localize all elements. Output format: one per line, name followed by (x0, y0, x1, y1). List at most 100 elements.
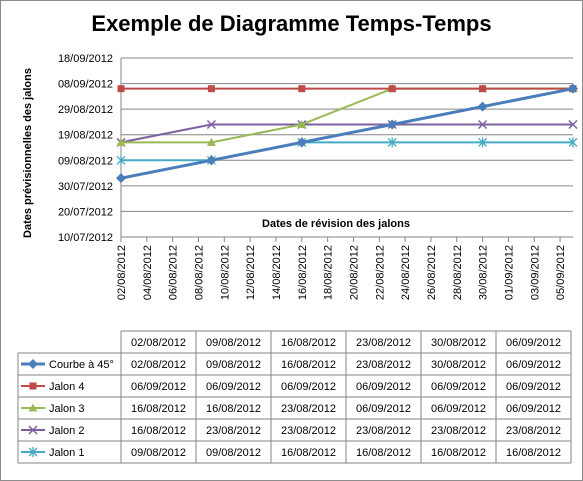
data-point (206, 137, 216, 146)
y-tick-label: 30/07/2012 (58, 181, 113, 193)
legend-symbol (28, 403, 38, 412)
legend-symbol (28, 425, 38, 435)
data-point (568, 83, 578, 94)
legend-label: Jalon 1 (49, 447, 84, 459)
table-cell: 16/08/2012 (281, 359, 336, 371)
table-cell: 16/08/2012 (131, 403, 186, 415)
data-point (297, 119, 307, 128)
data-point (116, 173, 126, 184)
x-tick-label: 30/08/2012 (478, 245, 490, 300)
series-line-jalon-2 (120, 123, 573, 144)
table-cell: 06/09/2012 (506, 381, 561, 393)
table-cell: 06/09/2012 (506, 359, 561, 371)
x-tick-label: 28/08/2012 (452, 245, 464, 300)
table-cell: 16/08/2012 (131, 425, 186, 437)
table-cell: 23/08/2012 (281, 403, 336, 415)
table-cell: 06/09/2012 (431, 403, 486, 415)
table-cell: 16/08/2012 (281, 447, 336, 459)
data-point (388, 85, 396, 93)
table-header-cell: 30/08/2012 (431, 337, 486, 349)
data-point (298, 85, 306, 93)
legend-symbol (28, 359, 38, 369)
x-tick-label: 03/09/2012 (529, 245, 541, 300)
table-cell: 09/08/2012 (206, 447, 261, 459)
data-point (478, 137, 488, 148)
data-point (207, 85, 215, 93)
x-tick-label: 05/09/2012 (555, 245, 567, 300)
table-cell: 09/08/2012 (131, 447, 186, 459)
x-tick-label: 01/09/2012 (503, 245, 515, 300)
table-header-cell: 02/08/2012 (131, 337, 186, 349)
table-cell: 16/08/2012 (506, 447, 561, 459)
legend-label: Jalon 4 (49, 381, 84, 393)
series-markers-jalon-3 (116, 84, 578, 146)
legend-marker (29, 382, 37, 390)
x-tick-label: 16/08/2012 (297, 245, 309, 300)
data-point (477, 101, 488, 112)
data-point (568, 119, 578, 130)
series-line-courbe-45 (120, 87, 574, 180)
data-point (206, 119, 216, 130)
table-header-cell: 09/08/2012 (206, 337, 261, 349)
x-axis-label: Dates de révision des jalons (262, 218, 410, 230)
legend-symbol (29, 382, 37, 390)
x-tick-label: 12/08/2012 (245, 245, 257, 300)
x-tick-label: 18/08/2012 (323, 245, 335, 300)
data-point (206, 155, 217, 166)
y-tick-label: 09/08/2012 (58, 155, 113, 167)
x-tick-label: 20/08/2012 (348, 245, 360, 300)
chart-title: Exemple de Diagramme Temps-Temps (91, 11, 492, 36)
table-cell: 16/08/2012 (431, 447, 486, 459)
table-cell: 02/08/2012 (131, 359, 186, 371)
table-cell: 23/08/2012 (356, 425, 411, 437)
table-cell: 06/09/2012 (206, 381, 261, 393)
y-tick-label: 08/09/2012 (58, 79, 113, 91)
data-point (568, 137, 578, 148)
x-tick-label: 14/08/2012 (271, 245, 283, 300)
x-tick-label: 08/08/2012 (193, 245, 205, 300)
legend-symbol (28, 447, 38, 457)
y-tick-label: 19/08/2012 (58, 130, 113, 142)
table-cell: 23/08/2012 (506, 425, 561, 437)
x-tick-label: 10/08/2012 (219, 245, 231, 300)
table-cell: 23/08/2012 (431, 425, 486, 437)
series-line-jalon-1 (121, 141, 573, 162)
table-cell: 30/08/2012 (431, 359, 486, 371)
x-tick-label: 22/08/2012 (374, 245, 386, 300)
legend-marker (28, 359, 38, 369)
table-header-cell: 23/08/2012 (356, 337, 411, 349)
data-point (478, 119, 488, 130)
x-tick-label: 02/08/2012 (116, 245, 128, 300)
table-cell: 06/09/2012 (431, 381, 486, 393)
table-cell: 23/08/2012 (281, 425, 336, 437)
data-point (479, 85, 487, 93)
data-point (387, 137, 397, 148)
table-cell: 06/09/2012 (131, 381, 186, 393)
table-cell: 06/09/2012 (356, 381, 411, 393)
table-cell: 06/09/2012 (356, 403, 411, 415)
x-tick-label: 26/08/2012 (426, 245, 438, 300)
legend-label: Jalon 3 (49, 403, 84, 415)
data-point (117, 85, 125, 93)
x-tick-label: 04/08/2012 (142, 245, 154, 300)
table-cell: 06/09/2012 (506, 403, 561, 415)
y-tick-label: 18/09/2012 (58, 53, 113, 65)
y-tick-label: 10/07/2012 (58, 232, 113, 244)
table-header-cell: 16/08/2012 (281, 337, 336, 349)
data-point (116, 137, 126, 146)
y-tick-label: 20/07/2012 (58, 206, 113, 218)
table-cell: 16/08/2012 (356, 447, 411, 459)
table-cell: 23/08/2012 (206, 425, 261, 437)
table-cell: 09/08/2012 (206, 359, 261, 371)
table-cell: 06/09/2012 (281, 381, 336, 393)
table-header-cell: 06/09/2012 (506, 337, 561, 349)
y-axis-label: Dates prévisionnelles des jalons (22, 68, 34, 238)
series-markers-courbe-45 (116, 83, 578, 184)
table-cell: 16/08/2012 (206, 403, 261, 415)
data-point (116, 155, 126, 166)
legend-label: Courbe à 45° (49, 359, 114, 371)
legend-label: Jalon 2 (49, 425, 84, 437)
data-point (296, 137, 307, 148)
